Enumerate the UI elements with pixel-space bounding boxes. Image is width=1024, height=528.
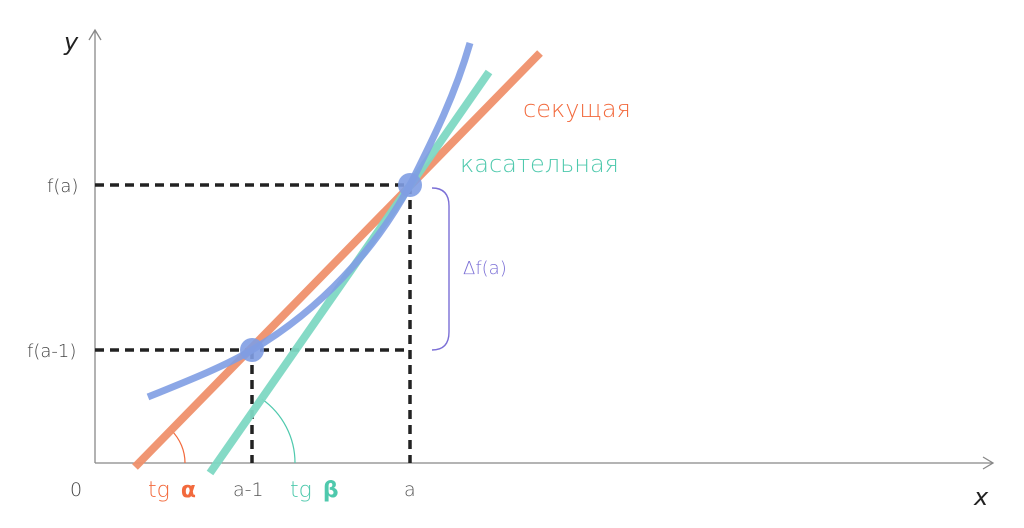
tick-fa: f(a) (47, 176, 78, 197)
alpha-symbol: α (181, 478, 196, 503)
tg-alpha-label: tg α (148, 478, 196, 503)
tg-beta-prefix: tg (290, 478, 312, 503)
secant-line (132, 50, 543, 470)
x-axis-label: x (973, 483, 989, 511)
point-a (398, 173, 422, 197)
x-axis-arrow-icon (982, 456, 995, 470)
tangent-label: касательная (460, 150, 619, 178)
secant-label: секущая (523, 95, 631, 123)
tg-alpha-prefix: tg (148, 478, 170, 503)
function-curve (146, 42, 474, 401)
tg-beta-label: tg β (290, 478, 339, 503)
tick-a1: a-1 (233, 479, 264, 501)
point-a-minus-1 (240, 338, 264, 362)
angle-beta-arc (261, 398, 296, 464)
delta-brace (431, 187, 450, 351)
y-axis-label: y (63, 28, 79, 56)
beta-symbol: β (323, 478, 339, 503)
tick-a: a (404, 479, 416, 501)
axes (88, 28, 995, 470)
dashed-guides (95, 183, 412, 463)
tick-fa1: f(a-1) (27, 341, 76, 362)
y-axis-arrow-icon (88, 28, 102, 41)
angle-alpha-arc (171, 430, 186, 464)
origin-label: 0 (70, 479, 82, 501)
delta-label: Δf(a) (463, 258, 507, 279)
